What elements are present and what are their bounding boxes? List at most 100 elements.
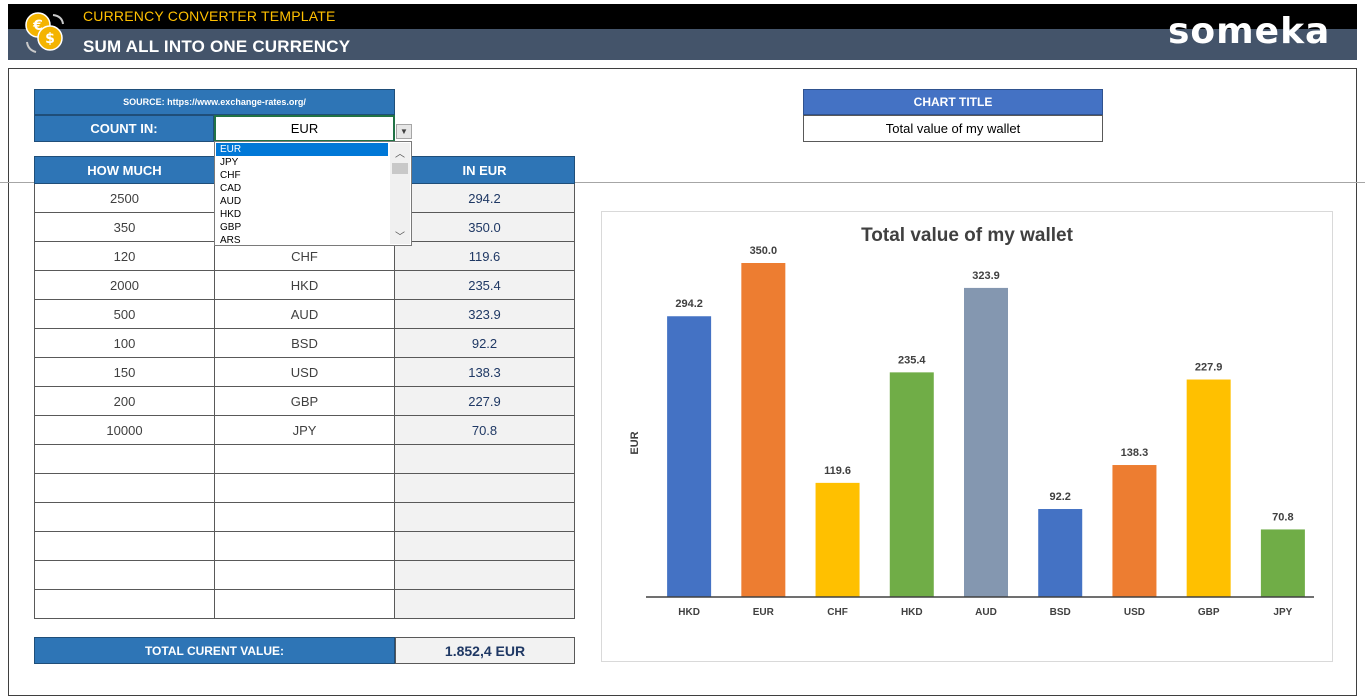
app-title: CURRENCY CONVERTER TEMPLATE	[83, 8, 336, 24]
in-eur-cell	[394, 589, 575, 619]
count-in-select[interactable]: EUR	[214, 115, 395, 142]
x-tick-label: AUD	[975, 607, 997, 618]
bar	[1260, 529, 1305, 597]
in-eur-cell: 119.6	[394, 241, 575, 271]
data-label: 235.4	[898, 354, 926, 366]
currency-cell[interactable]: JPY	[214, 415, 395, 445]
bar-chart[interactable]: Total value of my wallet EUR 294.2 HKD 350.0…	[601, 211, 1333, 662]
data-label: 138.3	[1121, 447, 1149, 459]
chart-title: Total value of my wallet	[861, 225, 1074, 246]
in-eur-cell	[394, 502, 575, 532]
currency-cell[interactable]	[214, 560, 395, 590]
y-axis-label: EUR	[629, 431, 641, 454]
amount-cell[interactable]: 2500	[34, 183, 215, 213]
in-eur-cell	[394, 560, 575, 590]
conversion-table: HOW MUCH IN EUR 2500 294.2 350 350.0 120 CHF 1…	[34, 156, 575, 619]
amount-cell[interactable]: 150	[34, 357, 215, 387]
total-value: 1.852,4 EUR	[395, 637, 575, 664]
dropdown-option[interactable]: ARS	[220, 235, 241, 246]
amount-cell[interactable]: 10000	[34, 415, 215, 445]
in-eur-cell	[394, 473, 575, 503]
source-label: SOURCE: https://www.exchange-rates.org/	[34, 89, 395, 115]
col-header-in-eur: IN EUR	[394, 156, 575, 184]
amount-cell[interactable]	[34, 560, 215, 590]
total-label: TOTAL CURENT VALUE:	[34, 637, 395, 664]
app-subtitle: SUM ALL INTO ONE CURRENCY	[83, 37, 351, 56]
currency-cell[interactable]: GBP	[214, 386, 395, 416]
x-tick-label: GBP	[1198, 607, 1220, 618]
in-eur-cell: 138.3	[394, 357, 575, 387]
currency-cell[interactable]: AUD	[214, 299, 395, 329]
bar	[667, 316, 712, 597]
coins-logo-icon: € $	[25, 12, 64, 53]
currency-cell[interactable]	[214, 531, 395, 561]
amount-cell[interactable]: 350	[34, 212, 215, 242]
dropdown-option[interactable]: HKD	[220, 209, 242, 220]
data-label: 323.9	[972, 270, 1000, 282]
data-label: 350.0	[750, 245, 778, 257]
svg-text:$: $	[45, 31, 55, 47]
dropdown-arrow-button[interactable]: ▼	[396, 124, 412, 139]
x-tick-label: BSD	[1050, 607, 1071, 618]
currency-cell[interactable]	[214, 589, 395, 619]
amount-cell[interactable]	[34, 444, 215, 474]
x-tick-label: EUR	[753, 607, 775, 618]
data-label: 92.2	[1050, 491, 1071, 503]
chevron-up-icon[interactable]: ︿	[395, 148, 405, 160]
col-header-how-much: HOW MUCH	[34, 156, 215, 184]
data-label: 119.6	[824, 465, 851, 477]
in-eur-cell: 294.2	[394, 183, 575, 213]
in-eur-cell: 92.2	[394, 328, 575, 358]
table-row	[34, 589, 575, 619]
dropdown-option[interactable]: EUR	[216, 143, 388, 156]
svg-text:€: €	[32, 18, 43, 34]
currency-cell[interactable]: HKD	[214, 270, 395, 300]
dropdown-option[interactable]: AUD	[220, 196, 242, 207]
dropdown-option[interactable]: CAD	[220, 183, 242, 194]
brand-logo[interactable]: someka	[1168, 11, 1331, 52]
bar	[889, 372, 934, 597]
amount-cell[interactable]	[34, 502, 215, 532]
currency-cell[interactable]	[214, 502, 395, 532]
in-eur-cell: 350.0	[394, 212, 575, 242]
in-eur-cell: 70.8	[394, 415, 575, 445]
chevron-down-icon[interactable]: ﹀	[395, 231, 405, 243]
currency-dropdown-list[interactable]: EUR JPY CHF CAD AUD HKD GBP ARS ︿ ﹀	[214, 141, 412, 246]
in-eur-cell: 235.4	[394, 270, 575, 300]
bar	[741, 263, 786, 597]
currency-cell[interactable]: BSD	[214, 328, 395, 358]
dropdown-option[interactable]: JPY	[220, 157, 239, 168]
amount-cell[interactable]	[34, 589, 215, 619]
header-bottom-bar	[8, 29, 1357, 60]
scrollbar-thumb[interactable]	[392, 163, 408, 174]
table-row: 10000 JPY 70.8	[34, 415, 575, 445]
currency-cell[interactable]	[214, 444, 395, 474]
table-row	[34, 560, 575, 590]
amount-cell[interactable]: 500	[34, 299, 215, 329]
amount-cell[interactable]: 2000	[34, 270, 215, 300]
in-eur-cell: 227.9	[394, 386, 575, 416]
amount-cell[interactable]: 200	[34, 386, 215, 416]
table-row	[34, 502, 575, 532]
x-tick-label: JPY	[1273, 607, 1292, 618]
table-row	[34, 531, 575, 561]
currency-cell[interactable]: USD	[214, 357, 395, 387]
data-label: 70.8	[1272, 511, 1293, 523]
header-top-bar	[8, 4, 1357, 29]
amount-cell[interactable]	[34, 531, 215, 561]
amount-cell[interactable]	[34, 473, 215, 503]
table-row: 100 BSD 92.2	[34, 328, 575, 358]
in-eur-cell	[394, 531, 575, 561]
dropdown-option[interactable]: GBP	[220, 222, 242, 233]
dropdown-option[interactable]: CHF	[220, 170, 241, 181]
x-tick-label: HKD	[901, 607, 923, 618]
currency-cell[interactable]	[214, 473, 395, 503]
chart-title-label: CHART TITLE	[803, 89, 1103, 115]
bar	[1112, 465, 1157, 597]
dropdown-scrollbar[interactable]: ︿ ﹀	[390, 143, 410, 244]
table-row	[34, 473, 575, 503]
amount-cell[interactable]: 100	[34, 328, 215, 358]
chart-title-input[interactable]: Total value of my wallet	[803, 115, 1103, 142]
amount-cell[interactable]: 120	[34, 241, 215, 271]
